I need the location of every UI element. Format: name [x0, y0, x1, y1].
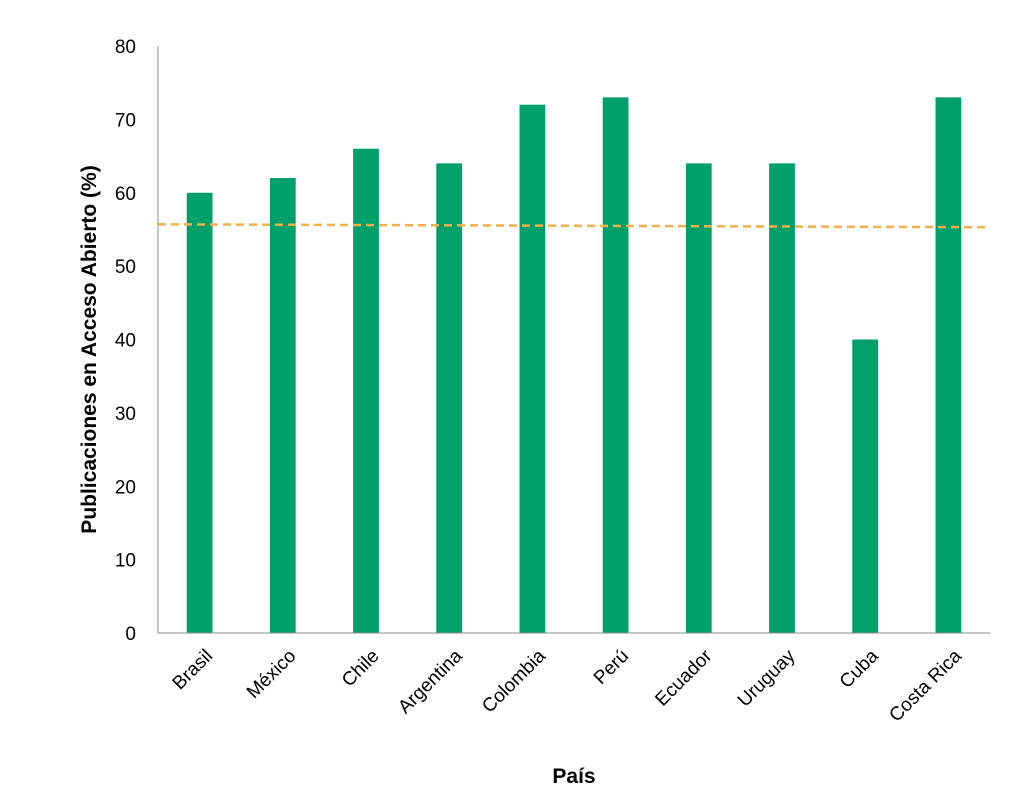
y-tick-label: 60	[115, 184, 136, 205]
x-tick-label-costa-rica: Costa Rica	[885, 645, 966, 726]
x-tick-label-argentina: Argentina	[394, 645, 467, 718]
y-axis-title: Publicaciones en Acceso Abierto (%)	[78, 165, 101, 533]
y-tick-label: 40	[115, 331, 136, 352]
bar-uruguay	[769, 163, 795, 633]
x-tick-label-peru: Perú	[590, 646, 633, 689]
x-tick-label-mexico: México	[243, 646, 300, 703]
y-tick-label: 50	[115, 257, 136, 278]
bar-peru	[602, 97, 629, 634]
y-tick-labels: 0 10 20 30 40 50 60 70 80	[115, 37, 136, 645]
bars-group	[186, 97, 962, 634]
x-tick-label-cuba: Cuba	[836, 645, 883, 692]
y-tick-label: 30	[115, 404, 136, 425]
bar-mexico	[269, 178, 296, 633]
y-tick-label: 80	[115, 37, 136, 58]
x-tick-label-uruguay: Uruguay	[734, 645, 800, 711]
bar-costa-rica	[935, 97, 962, 634]
bar-cuba	[852, 339, 879, 633]
bar-ecuador	[685, 163, 712, 633]
x-tick-label-ecuador: Ecuador	[651, 645, 716, 710]
y-tick-label: 10	[115, 551, 136, 572]
x-tick-label-colombia: Colombia	[478, 645, 550, 717]
x-tick-labels: Brasil México Chile Argentina Colombia Perú Ec…	[169, 645, 967, 726]
y-tick-label: 0	[125, 624, 136, 645]
x-tick-label-chile: Chile	[338, 646, 383, 691]
reference-line	[157, 223, 986, 229]
bar-colombia	[519, 104, 546, 633]
y-tick-label: 70	[115, 110, 136, 131]
bar-argentina	[436, 163, 463, 633]
x-tick-label-brasil: Brasil	[169, 646, 217, 694]
x-axis-title: País	[552, 765, 595, 788]
bar-chile	[353, 148, 379, 633]
bar-brasil	[186, 192, 213, 633]
y-tick-label: 20	[115, 477, 136, 498]
